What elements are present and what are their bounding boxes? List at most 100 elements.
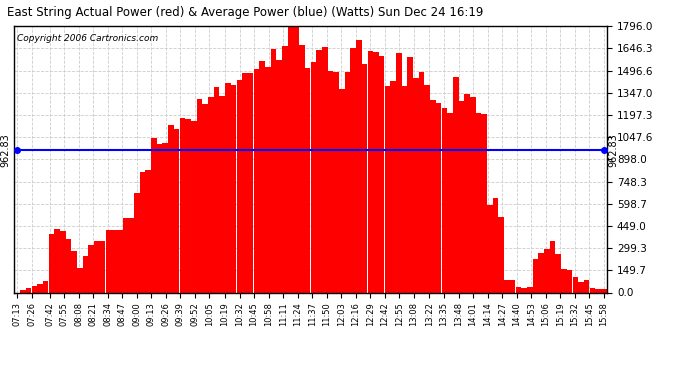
- Bar: [146, 170, 151, 292]
- Bar: [533, 260, 538, 292]
- Bar: [407, 57, 413, 292]
- Bar: [191, 121, 197, 292]
- Bar: [419, 72, 424, 292]
- Bar: [259, 61, 265, 292]
- Bar: [282, 46, 288, 292]
- Bar: [20, 290, 26, 292]
- Bar: [566, 270, 573, 292]
- Bar: [174, 129, 179, 292]
- Bar: [219, 96, 225, 292]
- Bar: [436, 104, 442, 292]
- Bar: [179, 118, 185, 292]
- Bar: [77, 268, 83, 292]
- Bar: [430, 100, 435, 292]
- Bar: [328, 71, 333, 292]
- Bar: [157, 144, 162, 292]
- Text: 962.83: 962.83: [609, 133, 618, 166]
- Bar: [555, 254, 561, 292]
- Bar: [106, 230, 111, 292]
- Bar: [356, 40, 362, 292]
- Bar: [48, 234, 55, 292]
- Bar: [139, 171, 146, 292]
- Bar: [504, 280, 510, 292]
- Bar: [265, 67, 270, 292]
- Bar: [413, 78, 419, 292]
- Bar: [601, 289, 607, 292]
- Bar: [561, 269, 566, 292]
- Bar: [510, 280, 515, 292]
- Bar: [384, 86, 390, 292]
- Bar: [134, 193, 139, 292]
- Bar: [396, 54, 402, 292]
- Bar: [162, 142, 168, 292]
- Bar: [237, 80, 242, 292]
- Bar: [288, 26, 293, 292]
- Bar: [37, 284, 43, 292]
- Bar: [83, 256, 88, 292]
- Text: Copyright 2006 Cartronics.com: Copyright 2006 Cartronics.com: [17, 34, 158, 43]
- Bar: [362, 64, 367, 292]
- Bar: [391, 81, 396, 292]
- Bar: [248, 73, 253, 292]
- Bar: [299, 45, 305, 292]
- Bar: [100, 241, 106, 292]
- Bar: [538, 254, 544, 292]
- Bar: [197, 99, 202, 292]
- Bar: [345, 72, 351, 292]
- Bar: [482, 114, 487, 292]
- Bar: [94, 241, 100, 292]
- Bar: [60, 231, 66, 292]
- Bar: [168, 126, 174, 292]
- Bar: [71, 251, 77, 292]
- Text: 962.83: 962.83: [1, 133, 11, 166]
- Bar: [339, 89, 344, 292]
- Bar: [242, 74, 248, 292]
- Bar: [214, 87, 219, 292]
- Bar: [293, 26, 299, 292]
- Bar: [447, 113, 453, 292]
- Bar: [498, 217, 504, 292]
- Bar: [310, 62, 316, 292]
- Text: East String Actual Power (red) & Average Power (blue) (Watts) Sun Dec 24 16:19: East String Actual Power (red) & Average…: [7, 6, 483, 19]
- Bar: [515, 287, 521, 292]
- Bar: [453, 77, 459, 292]
- Bar: [305, 68, 310, 292]
- Bar: [402, 86, 407, 292]
- Bar: [55, 229, 60, 292]
- Bar: [521, 288, 527, 292]
- Bar: [442, 108, 447, 292]
- Bar: [527, 287, 533, 292]
- Bar: [123, 218, 128, 292]
- Bar: [322, 47, 328, 292]
- Bar: [111, 230, 117, 292]
- Bar: [584, 279, 589, 292]
- Bar: [424, 85, 430, 292]
- Bar: [379, 56, 384, 292]
- Bar: [351, 48, 356, 292]
- Bar: [368, 51, 373, 292]
- Bar: [32, 286, 37, 292]
- Bar: [88, 244, 94, 292]
- Bar: [225, 83, 230, 292]
- Bar: [43, 281, 48, 292]
- Bar: [270, 49, 276, 292]
- Bar: [464, 94, 470, 292]
- Bar: [578, 282, 584, 292]
- Bar: [475, 113, 482, 292]
- Bar: [117, 230, 123, 292]
- Bar: [459, 100, 464, 292]
- Bar: [544, 249, 550, 292]
- Bar: [595, 289, 601, 292]
- Bar: [373, 52, 379, 292]
- Bar: [550, 241, 555, 292]
- Bar: [277, 60, 282, 292]
- Bar: [186, 119, 191, 292]
- Bar: [316, 51, 322, 292]
- Bar: [470, 97, 475, 292]
- Bar: [231, 85, 237, 292]
- Bar: [589, 288, 595, 292]
- Bar: [493, 198, 498, 292]
- Bar: [208, 98, 214, 292]
- Bar: [26, 288, 32, 292]
- Bar: [151, 138, 157, 292]
